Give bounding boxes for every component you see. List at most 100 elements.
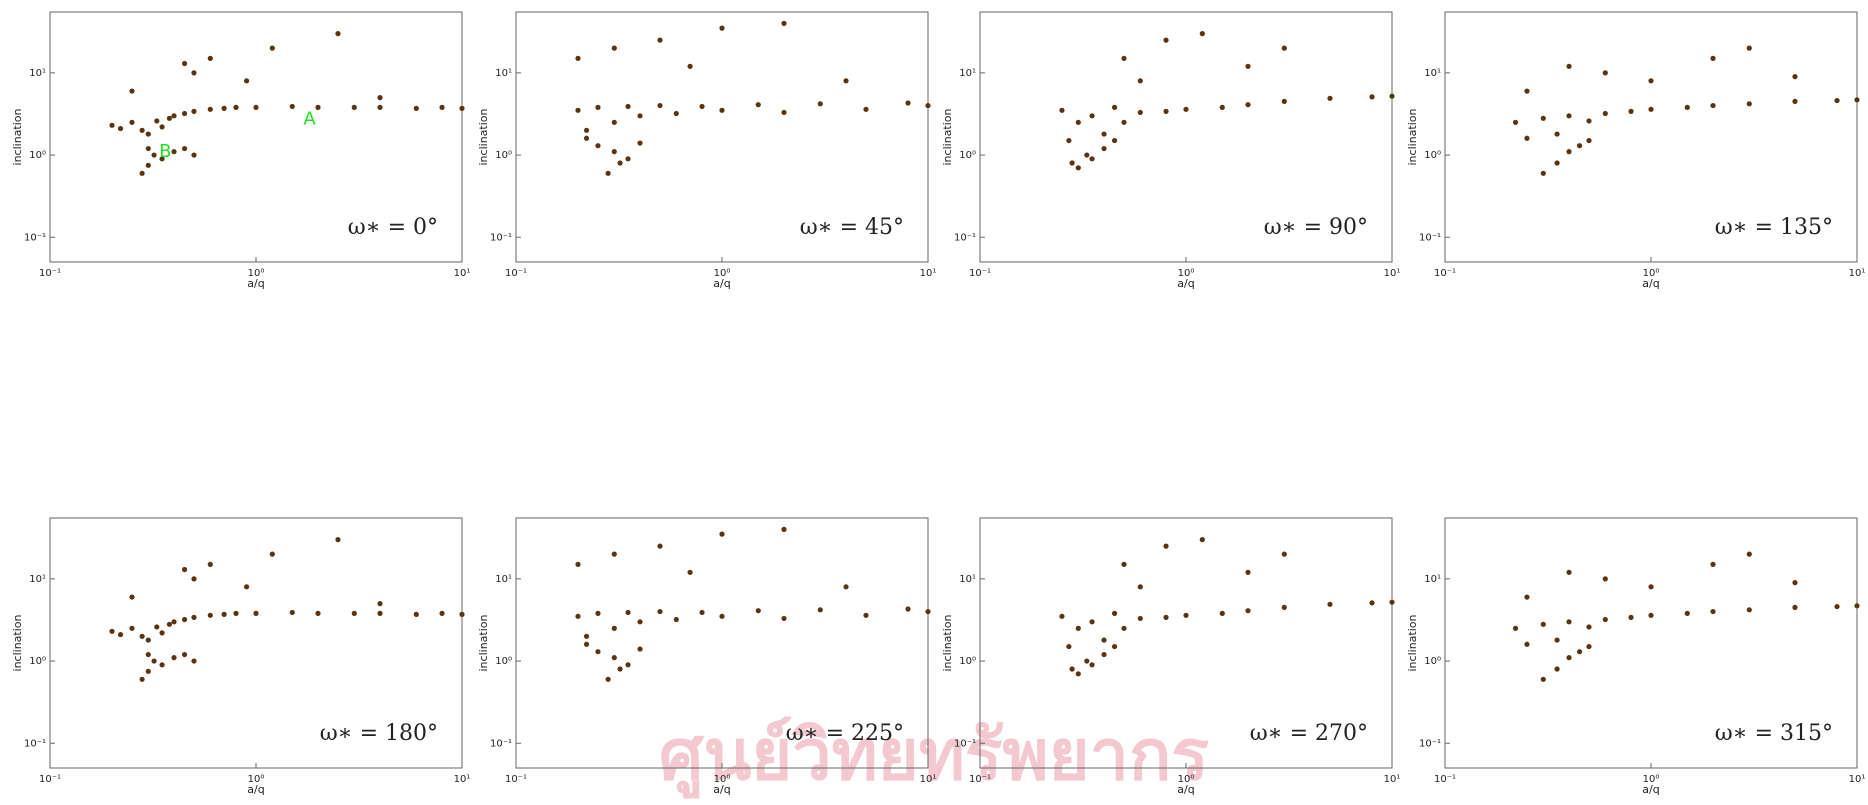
data-point [1586, 118, 1591, 123]
data-point [1648, 78, 1653, 83]
data-point [208, 613, 213, 618]
data-point [1566, 655, 1571, 660]
x-tick-label: 10¹ [1849, 774, 1866, 785]
x-axis-label: a/q [713, 277, 730, 290]
data-point [414, 612, 419, 617]
data-point [118, 632, 123, 637]
data-point [1854, 603, 1859, 608]
y-tick-label: 10¹ [959, 68, 976, 79]
omega-annotation: ω∗ = 315° [1715, 721, 1833, 746]
data-point [612, 552, 617, 557]
data-point [1084, 658, 1089, 663]
data-point [818, 101, 823, 106]
data-point [843, 584, 848, 589]
data-point [584, 136, 589, 141]
data-point [270, 552, 275, 557]
data-point [129, 594, 134, 599]
y-tick-label: 10¹ [1424, 68, 1441, 79]
data-point [1577, 143, 1582, 148]
data-point [1282, 46, 1287, 51]
data-point [657, 609, 662, 614]
x-axis-label: a/q [247, 277, 264, 290]
data-point [191, 658, 196, 663]
data-point [244, 78, 249, 83]
data-point [1628, 109, 1633, 114]
data-point [595, 649, 600, 654]
data-point [1603, 617, 1608, 622]
data-point [1121, 120, 1126, 125]
data-point [1648, 613, 1653, 618]
data-point [699, 610, 704, 615]
data-point [191, 152, 196, 157]
data-point [377, 95, 382, 100]
data-point [1101, 637, 1106, 642]
data-point [1121, 56, 1126, 61]
data-point [159, 630, 164, 635]
data-point [1524, 642, 1529, 647]
y-axis-label: inclination [477, 108, 490, 165]
data-point [1089, 662, 1094, 667]
data-point [352, 611, 357, 616]
data-point [1710, 103, 1715, 108]
data-point [191, 576, 196, 581]
data-point [863, 107, 868, 112]
data-point [171, 619, 176, 624]
data-point [818, 607, 823, 612]
omega-annotation: ω∗ = 90° [1264, 215, 1368, 240]
data-point [1524, 594, 1529, 599]
data-point [1138, 616, 1143, 621]
data-point [146, 131, 151, 136]
x-tick-label: 10⁻¹ [39, 774, 61, 785]
y-tick-label: 10⁻¹ [954, 232, 976, 243]
data-point [1566, 619, 1571, 624]
data-point [1220, 105, 1225, 110]
data-point [159, 662, 164, 667]
data-point [1792, 99, 1797, 104]
data-point [1586, 138, 1591, 143]
omega-annotation: ω∗ = 135° [1715, 215, 1833, 240]
data-point [657, 103, 662, 108]
data-point [140, 677, 145, 682]
data-point [146, 669, 151, 674]
data-point [625, 104, 630, 109]
data-point [1163, 544, 1168, 549]
data-point [625, 662, 630, 667]
data-point [1577, 649, 1582, 654]
data-point [146, 652, 151, 657]
data-point [606, 677, 611, 682]
data-point [1834, 98, 1839, 103]
data-point [1566, 64, 1571, 69]
data-point [1138, 78, 1143, 83]
data-point [167, 622, 172, 627]
data-point [637, 113, 642, 118]
x-tick-label: 10¹ [1384, 774, 1401, 785]
data-point [584, 634, 589, 639]
x-axis-label: a/q [1177, 783, 1194, 796]
figure: ศูนย์วิทยทรัพยากร 10⁻¹10⁰10¹10⁻¹10⁰10¹a/… [0, 0, 1868, 805]
data-point [617, 666, 622, 671]
data-point [1066, 644, 1071, 649]
data-point [1066, 138, 1071, 143]
watermark: ศูนย์วิทยทรัพยากร [659, 714, 1209, 799]
y-axis-label: inclination [941, 108, 954, 165]
data-point [208, 107, 213, 112]
data-point [1369, 600, 1374, 605]
x-tick-label: 10¹ [920, 268, 937, 279]
data-point [1747, 46, 1752, 51]
data-point [699, 104, 704, 109]
data-point [129, 626, 134, 631]
data-point [843, 78, 848, 83]
data-point [1101, 146, 1106, 151]
data-point [459, 612, 464, 617]
data-point [1200, 537, 1205, 542]
data-point [1792, 580, 1797, 585]
y-tick-label: 10⁻¹ [24, 738, 46, 749]
data-point [1541, 677, 1546, 682]
data-point [595, 143, 600, 148]
data-point [1183, 107, 1188, 112]
data-point [439, 611, 444, 616]
data-point [1101, 131, 1106, 136]
data-point [575, 614, 580, 619]
data-point [1566, 149, 1571, 154]
data-point [863, 613, 868, 618]
